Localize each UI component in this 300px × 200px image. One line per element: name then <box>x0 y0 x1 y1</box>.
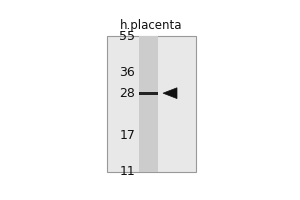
Text: 28: 28 <box>119 87 135 100</box>
Bar <box>139 92 158 95</box>
Bar <box>107 36 196 172</box>
Text: 11: 11 <box>119 165 135 178</box>
Text: 55: 55 <box>119 30 135 43</box>
Text: h.placenta: h.placenta <box>120 19 183 32</box>
Polygon shape <box>163 88 177 99</box>
Text: 17: 17 <box>119 129 135 142</box>
Text: 36: 36 <box>119 66 135 79</box>
Bar <box>139 36 158 172</box>
